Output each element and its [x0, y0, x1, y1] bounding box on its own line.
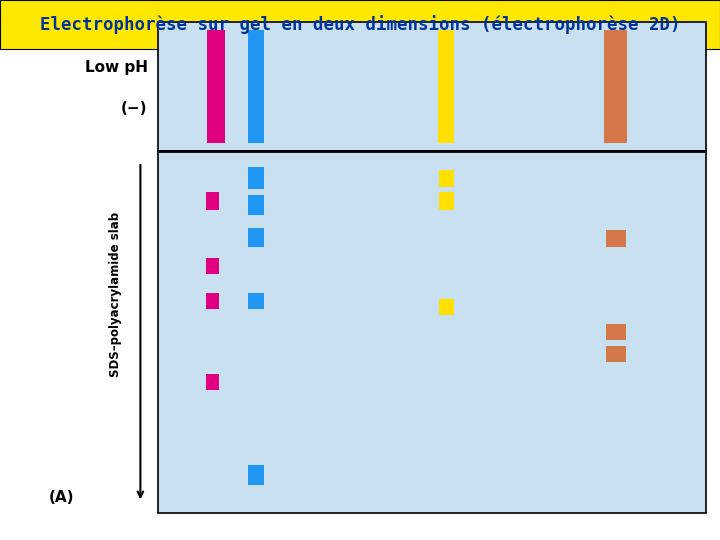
Bar	[248, 195, 264, 215]
Bar	[439, 299, 454, 315]
Bar	[606, 324, 626, 340]
Text: SDS–polyacrylamide slab: SDS–polyacrylamide slab	[109, 212, 122, 377]
Bar	[207, 30, 225, 143]
Bar	[606, 346, 626, 362]
Bar	[606, 230, 626, 247]
Bar	[0, 0, 720, 49]
Bar	[248, 30, 264, 143]
Bar	[604, 30, 627, 143]
Bar	[158, 22, 706, 151]
Bar	[439, 192, 454, 210]
Bar	[248, 465, 264, 485]
Bar	[438, 30, 454, 143]
Bar	[206, 374, 219, 390]
Bar	[206, 293, 219, 309]
Bar	[248, 293, 264, 309]
Text: Electrophorèse sur gel en deux dimensions (électrophorèse 2D): Electrophorèse sur gel en deux dimension…	[40, 15, 680, 34]
Bar	[248, 228, 264, 247]
Text: (−): (−)	[121, 100, 148, 116]
Bar	[206, 192, 219, 210]
Bar	[206, 258, 219, 274]
Bar	[158, 151, 706, 513]
Text: (A): (A)	[48, 490, 74, 505]
Bar	[439, 170, 454, 187]
Bar	[248, 167, 264, 189]
Text: Low pH: Low pH	[85, 60, 148, 75]
